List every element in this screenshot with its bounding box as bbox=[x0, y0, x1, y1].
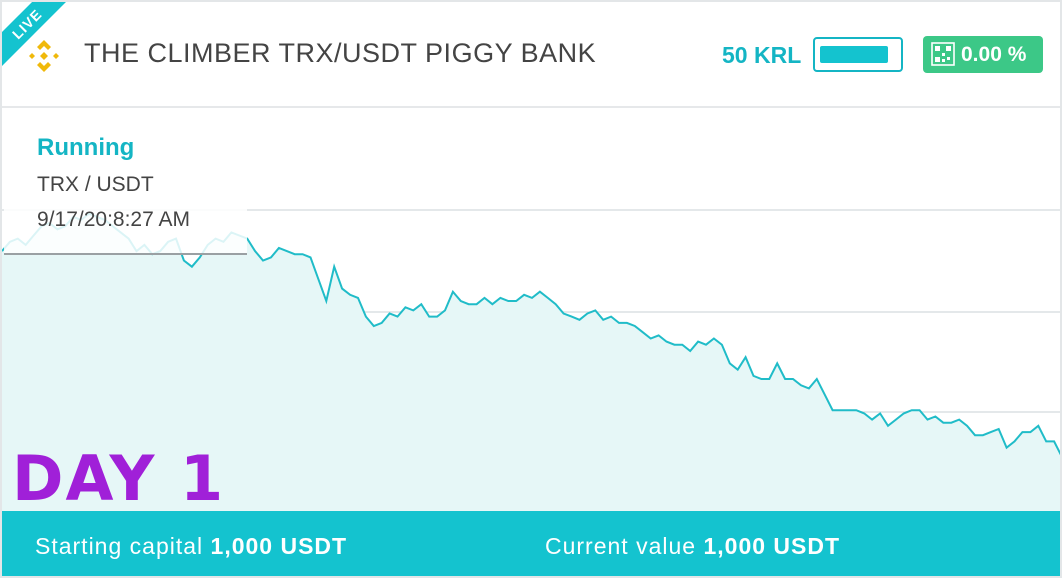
percent-change-badge: 0.00 % bbox=[923, 36, 1043, 73]
price-chart bbox=[2, 110, 1060, 512]
status-timestamp: 9/17/20:8:27 AM bbox=[37, 208, 190, 231]
starting-capital: Starting capital 1,000 USDT bbox=[35, 533, 347, 560]
price-area bbox=[2, 213, 1060, 512]
current-value-label: Current value bbox=[545, 533, 697, 559]
card-header: LIVE THE CLIMBER TRX/USDT PIGGY BANK 50 … bbox=[2, 2, 1060, 108]
krl-amount: 50 KRL bbox=[722, 42, 802, 68]
current-value-amount: 1,000 USDT bbox=[703, 533, 841, 559]
page-title: THE CLIMBER TRX/USDT PIGGY BANK bbox=[84, 38, 597, 68]
starting-capital-label: Starting capital bbox=[35, 533, 204, 559]
bot-status-panel: Running TRX / USDT 9/17/20:8:27 AM bbox=[4, 120, 247, 255]
percent-change-value: 0.00 % bbox=[961, 43, 1027, 66]
krl-level-fill bbox=[820, 46, 888, 63]
day-label: DAY 1 bbox=[12, 442, 226, 515]
status-running: Running bbox=[37, 134, 135, 161]
krl-level-toggle[interactable] bbox=[813, 37, 903, 72]
starting-capital-value: 1,000 USDT bbox=[210, 533, 348, 559]
capital-footer: Starting capital 1,000 USDT Current valu… bbox=[2, 511, 1060, 576]
price-chart-svg bbox=[2, 209, 1060, 512]
qr-code-icon bbox=[931, 42, 955, 66]
binance-logo-icon bbox=[29, 40, 59, 72]
trading-pair: TRX / USDT bbox=[37, 173, 154, 196]
current-value: Current value 1,000 USDT bbox=[545, 533, 840, 560]
